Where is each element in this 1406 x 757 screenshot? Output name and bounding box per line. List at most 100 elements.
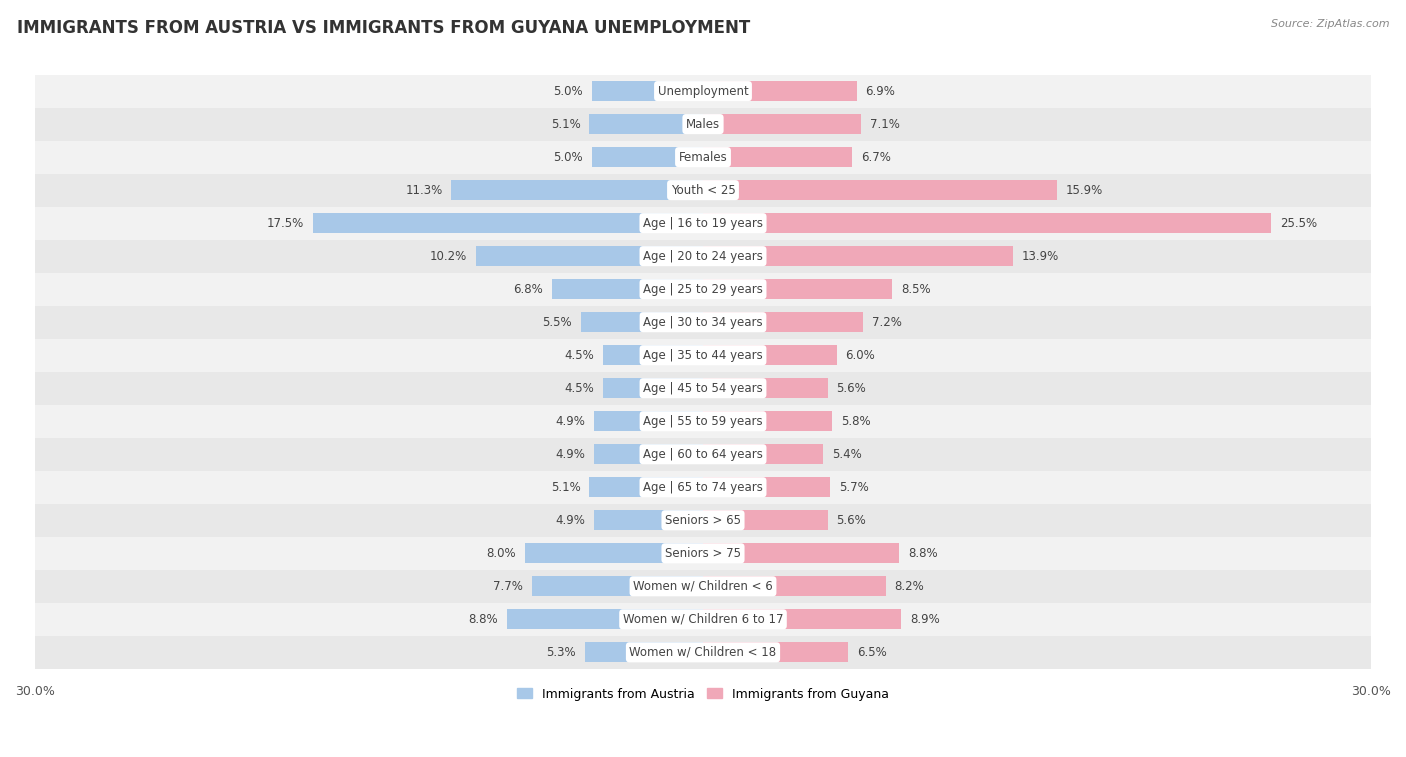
Text: Males: Males — [686, 117, 720, 131]
Text: 5.8%: 5.8% — [841, 415, 870, 428]
Bar — [35, 75, 1371, 107]
Text: 4.9%: 4.9% — [555, 447, 585, 461]
Text: 5.5%: 5.5% — [541, 316, 572, 329]
Text: 5.7%: 5.7% — [839, 481, 869, 494]
Bar — [35, 306, 1371, 338]
Legend: Immigrants from Austria, Immigrants from Guyana: Immigrants from Austria, Immigrants from… — [512, 683, 894, 706]
Bar — [603, 345, 703, 365]
Text: IMMIGRANTS FROM AUSTRIA VS IMMIGRANTS FROM GUYANA UNEMPLOYMENT: IMMIGRANTS FROM AUSTRIA VS IMMIGRANTS FR… — [17, 19, 751, 37]
Bar — [703, 609, 901, 629]
Bar — [508, 609, 703, 629]
Text: 6.9%: 6.9% — [866, 85, 896, 98]
Text: 4.9%: 4.9% — [555, 514, 585, 527]
Bar — [703, 378, 828, 398]
Bar — [703, 213, 1271, 233]
Bar — [35, 537, 1371, 570]
Bar — [703, 147, 852, 167]
Bar — [589, 114, 703, 134]
Bar — [703, 576, 886, 597]
Text: 5.4%: 5.4% — [832, 447, 862, 461]
Text: 4.5%: 4.5% — [564, 382, 593, 394]
Bar — [703, 444, 824, 464]
Text: 4.9%: 4.9% — [555, 415, 585, 428]
Text: 5.6%: 5.6% — [837, 514, 866, 527]
Text: 8.8%: 8.8% — [908, 547, 938, 559]
Bar — [592, 147, 703, 167]
Bar — [35, 372, 1371, 405]
Text: 6.5%: 6.5% — [856, 646, 886, 659]
Bar — [703, 313, 863, 332]
Bar — [35, 338, 1371, 372]
Bar — [35, 240, 1371, 273]
Bar — [35, 141, 1371, 173]
Text: Age | 65 to 74 years: Age | 65 to 74 years — [643, 481, 763, 494]
Text: 8.8%: 8.8% — [468, 613, 498, 626]
Text: Source: ZipAtlas.com: Source: ZipAtlas.com — [1271, 19, 1389, 29]
Bar — [592, 81, 703, 101]
Text: Age | 20 to 24 years: Age | 20 to 24 years — [643, 250, 763, 263]
Text: 5.1%: 5.1% — [551, 481, 581, 494]
Bar — [35, 173, 1371, 207]
Bar — [524, 544, 703, 563]
Text: 7.2%: 7.2% — [872, 316, 903, 329]
Bar — [35, 570, 1371, 603]
Text: Women w/ Children 6 to 17: Women w/ Children 6 to 17 — [623, 613, 783, 626]
Text: 7.1%: 7.1% — [870, 117, 900, 131]
Bar — [703, 180, 1057, 200]
Bar — [593, 510, 703, 530]
Bar — [35, 503, 1371, 537]
Text: 5.3%: 5.3% — [547, 646, 576, 659]
Text: Seniors > 65: Seniors > 65 — [665, 514, 741, 527]
Text: Women w/ Children < 6: Women w/ Children < 6 — [633, 580, 773, 593]
Text: 8.2%: 8.2% — [894, 580, 924, 593]
Text: Age | 45 to 54 years: Age | 45 to 54 years — [643, 382, 763, 394]
Bar — [703, 510, 828, 530]
Bar — [475, 246, 703, 266]
Text: 10.2%: 10.2% — [430, 250, 467, 263]
Text: 6.7%: 6.7% — [860, 151, 891, 164]
Text: 8.9%: 8.9% — [910, 613, 939, 626]
Text: 13.9%: 13.9% — [1021, 250, 1059, 263]
Bar — [581, 313, 703, 332]
Bar — [551, 279, 703, 299]
Text: 4.5%: 4.5% — [564, 349, 593, 362]
Bar — [703, 81, 856, 101]
Text: 8.0%: 8.0% — [486, 547, 516, 559]
Bar — [35, 405, 1371, 438]
Text: Seniors > 75: Seniors > 75 — [665, 547, 741, 559]
Text: Age | 16 to 19 years: Age | 16 to 19 years — [643, 217, 763, 229]
Text: Women w/ Children < 18: Women w/ Children < 18 — [630, 646, 776, 659]
Bar — [593, 444, 703, 464]
Bar — [35, 603, 1371, 636]
Bar — [589, 478, 703, 497]
Text: Age | 35 to 44 years: Age | 35 to 44 years — [643, 349, 763, 362]
Text: Age | 25 to 29 years: Age | 25 to 29 years — [643, 282, 763, 296]
Bar — [314, 213, 703, 233]
Bar — [35, 636, 1371, 669]
Text: 6.8%: 6.8% — [513, 282, 543, 296]
Bar — [451, 180, 703, 200]
Text: 5.0%: 5.0% — [553, 85, 582, 98]
Text: 6.0%: 6.0% — [845, 349, 876, 362]
Bar — [703, 411, 832, 431]
Bar — [531, 576, 703, 597]
Text: 17.5%: 17.5% — [267, 217, 304, 229]
Text: 5.0%: 5.0% — [553, 151, 582, 164]
Bar — [35, 471, 1371, 503]
Bar — [703, 345, 837, 365]
Text: 15.9%: 15.9% — [1066, 184, 1104, 197]
Bar — [35, 438, 1371, 471]
Bar — [603, 378, 703, 398]
Bar — [703, 643, 848, 662]
Bar — [35, 207, 1371, 240]
Bar — [703, 478, 830, 497]
Text: 11.3%: 11.3% — [405, 184, 443, 197]
Text: 7.7%: 7.7% — [492, 580, 523, 593]
Bar — [35, 273, 1371, 306]
Text: Youth < 25: Youth < 25 — [671, 184, 735, 197]
Text: 5.6%: 5.6% — [837, 382, 866, 394]
Bar — [703, 114, 860, 134]
Text: Females: Females — [679, 151, 727, 164]
Bar — [703, 544, 898, 563]
Text: 5.1%: 5.1% — [551, 117, 581, 131]
